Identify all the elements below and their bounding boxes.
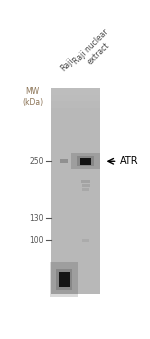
- Bar: [51, 260, 100, 266]
- Bar: [51, 88, 100, 294]
- Text: Raji nuclear
extract: Raji nuclear extract: [72, 27, 118, 73]
- Bar: [51, 149, 100, 156]
- Bar: [51, 170, 100, 177]
- Bar: [60, 159, 68, 163]
- Bar: [51, 212, 100, 218]
- Bar: [51, 101, 100, 108]
- Bar: [50, 262, 78, 297]
- Text: 250: 250: [29, 157, 44, 166]
- Bar: [71, 153, 100, 170]
- Bar: [51, 198, 100, 204]
- Bar: [51, 95, 100, 101]
- Text: Raji: Raji: [59, 57, 75, 73]
- Bar: [51, 115, 100, 122]
- Text: ATR: ATR: [120, 156, 138, 166]
- Bar: [51, 218, 100, 225]
- Bar: [51, 88, 100, 95]
- Bar: [82, 188, 89, 191]
- Bar: [51, 108, 100, 115]
- Bar: [51, 204, 100, 212]
- Bar: [58, 272, 70, 287]
- Bar: [51, 246, 100, 253]
- Bar: [51, 177, 100, 184]
- Bar: [51, 239, 100, 246]
- Bar: [82, 184, 90, 187]
- Bar: [51, 129, 100, 136]
- Text: 100: 100: [29, 236, 44, 245]
- Bar: [51, 225, 100, 232]
- Bar: [51, 287, 100, 294]
- Bar: [51, 191, 100, 198]
- Bar: [51, 122, 100, 129]
- Text: 130: 130: [29, 214, 44, 223]
- Text: MW
(kDa): MW (kDa): [22, 87, 43, 106]
- Bar: [51, 184, 100, 191]
- Bar: [51, 136, 100, 143]
- Bar: [51, 156, 100, 163]
- Bar: [82, 239, 89, 242]
- Bar: [51, 280, 100, 287]
- Bar: [56, 269, 72, 290]
- Bar: [81, 180, 90, 182]
- Bar: [51, 273, 100, 280]
- Bar: [77, 156, 94, 166]
- Bar: [51, 253, 100, 260]
- Bar: [80, 158, 91, 164]
- Bar: [51, 232, 100, 239]
- Bar: [51, 266, 100, 273]
- Bar: [51, 143, 100, 149]
- Bar: [51, 163, 100, 170]
